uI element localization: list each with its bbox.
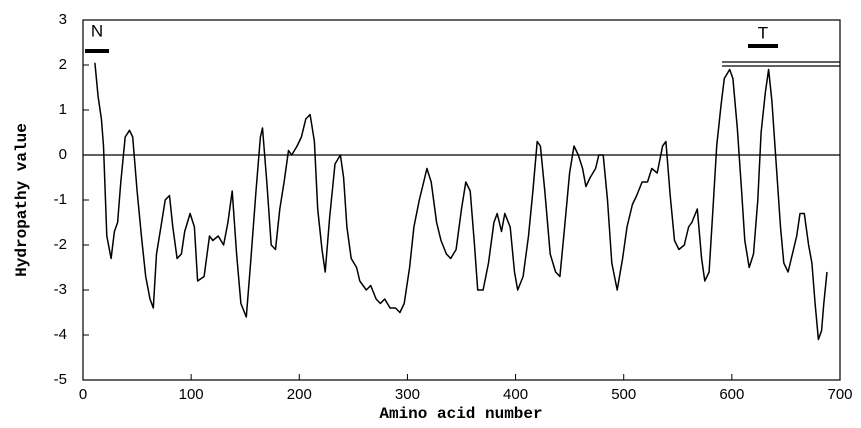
- y-tick-label: -2: [54, 236, 67, 253]
- y-tick-label: -5: [54, 371, 67, 388]
- y-tick-label: 3: [59, 11, 67, 28]
- y-tick-label: -1: [54, 191, 67, 208]
- y-tick-label: 1: [59, 101, 67, 118]
- annotation: N: [91, 21, 103, 40]
- x-tick-label: 200: [287, 386, 312, 403]
- y-tick-label: 2: [59, 56, 67, 73]
- annotation-bar: [748, 44, 778, 48]
- x-tick-label: 100: [179, 386, 204, 403]
- y-tick-label: 0: [59, 146, 67, 163]
- x-tick-label: 700: [827, 386, 852, 403]
- x-tick-label: 0: [79, 386, 87, 403]
- x-axis-label: Amino acid number: [379, 405, 542, 423]
- y-tick-label: -4: [54, 326, 67, 343]
- y-axis-label: Hydropathy value: [13, 123, 31, 277]
- x-tick-label: 300: [395, 386, 420, 403]
- x-tick-label: 500: [611, 386, 636, 403]
- x-tick-label: 600: [719, 386, 744, 403]
- annotation: T: [758, 23, 768, 42]
- x-tick-label: 400: [503, 386, 528, 403]
- hydropathy-line: [94, 62, 828, 341]
- annotation-bar: [85, 49, 109, 53]
- y-tick-label: -3: [54, 281, 67, 298]
